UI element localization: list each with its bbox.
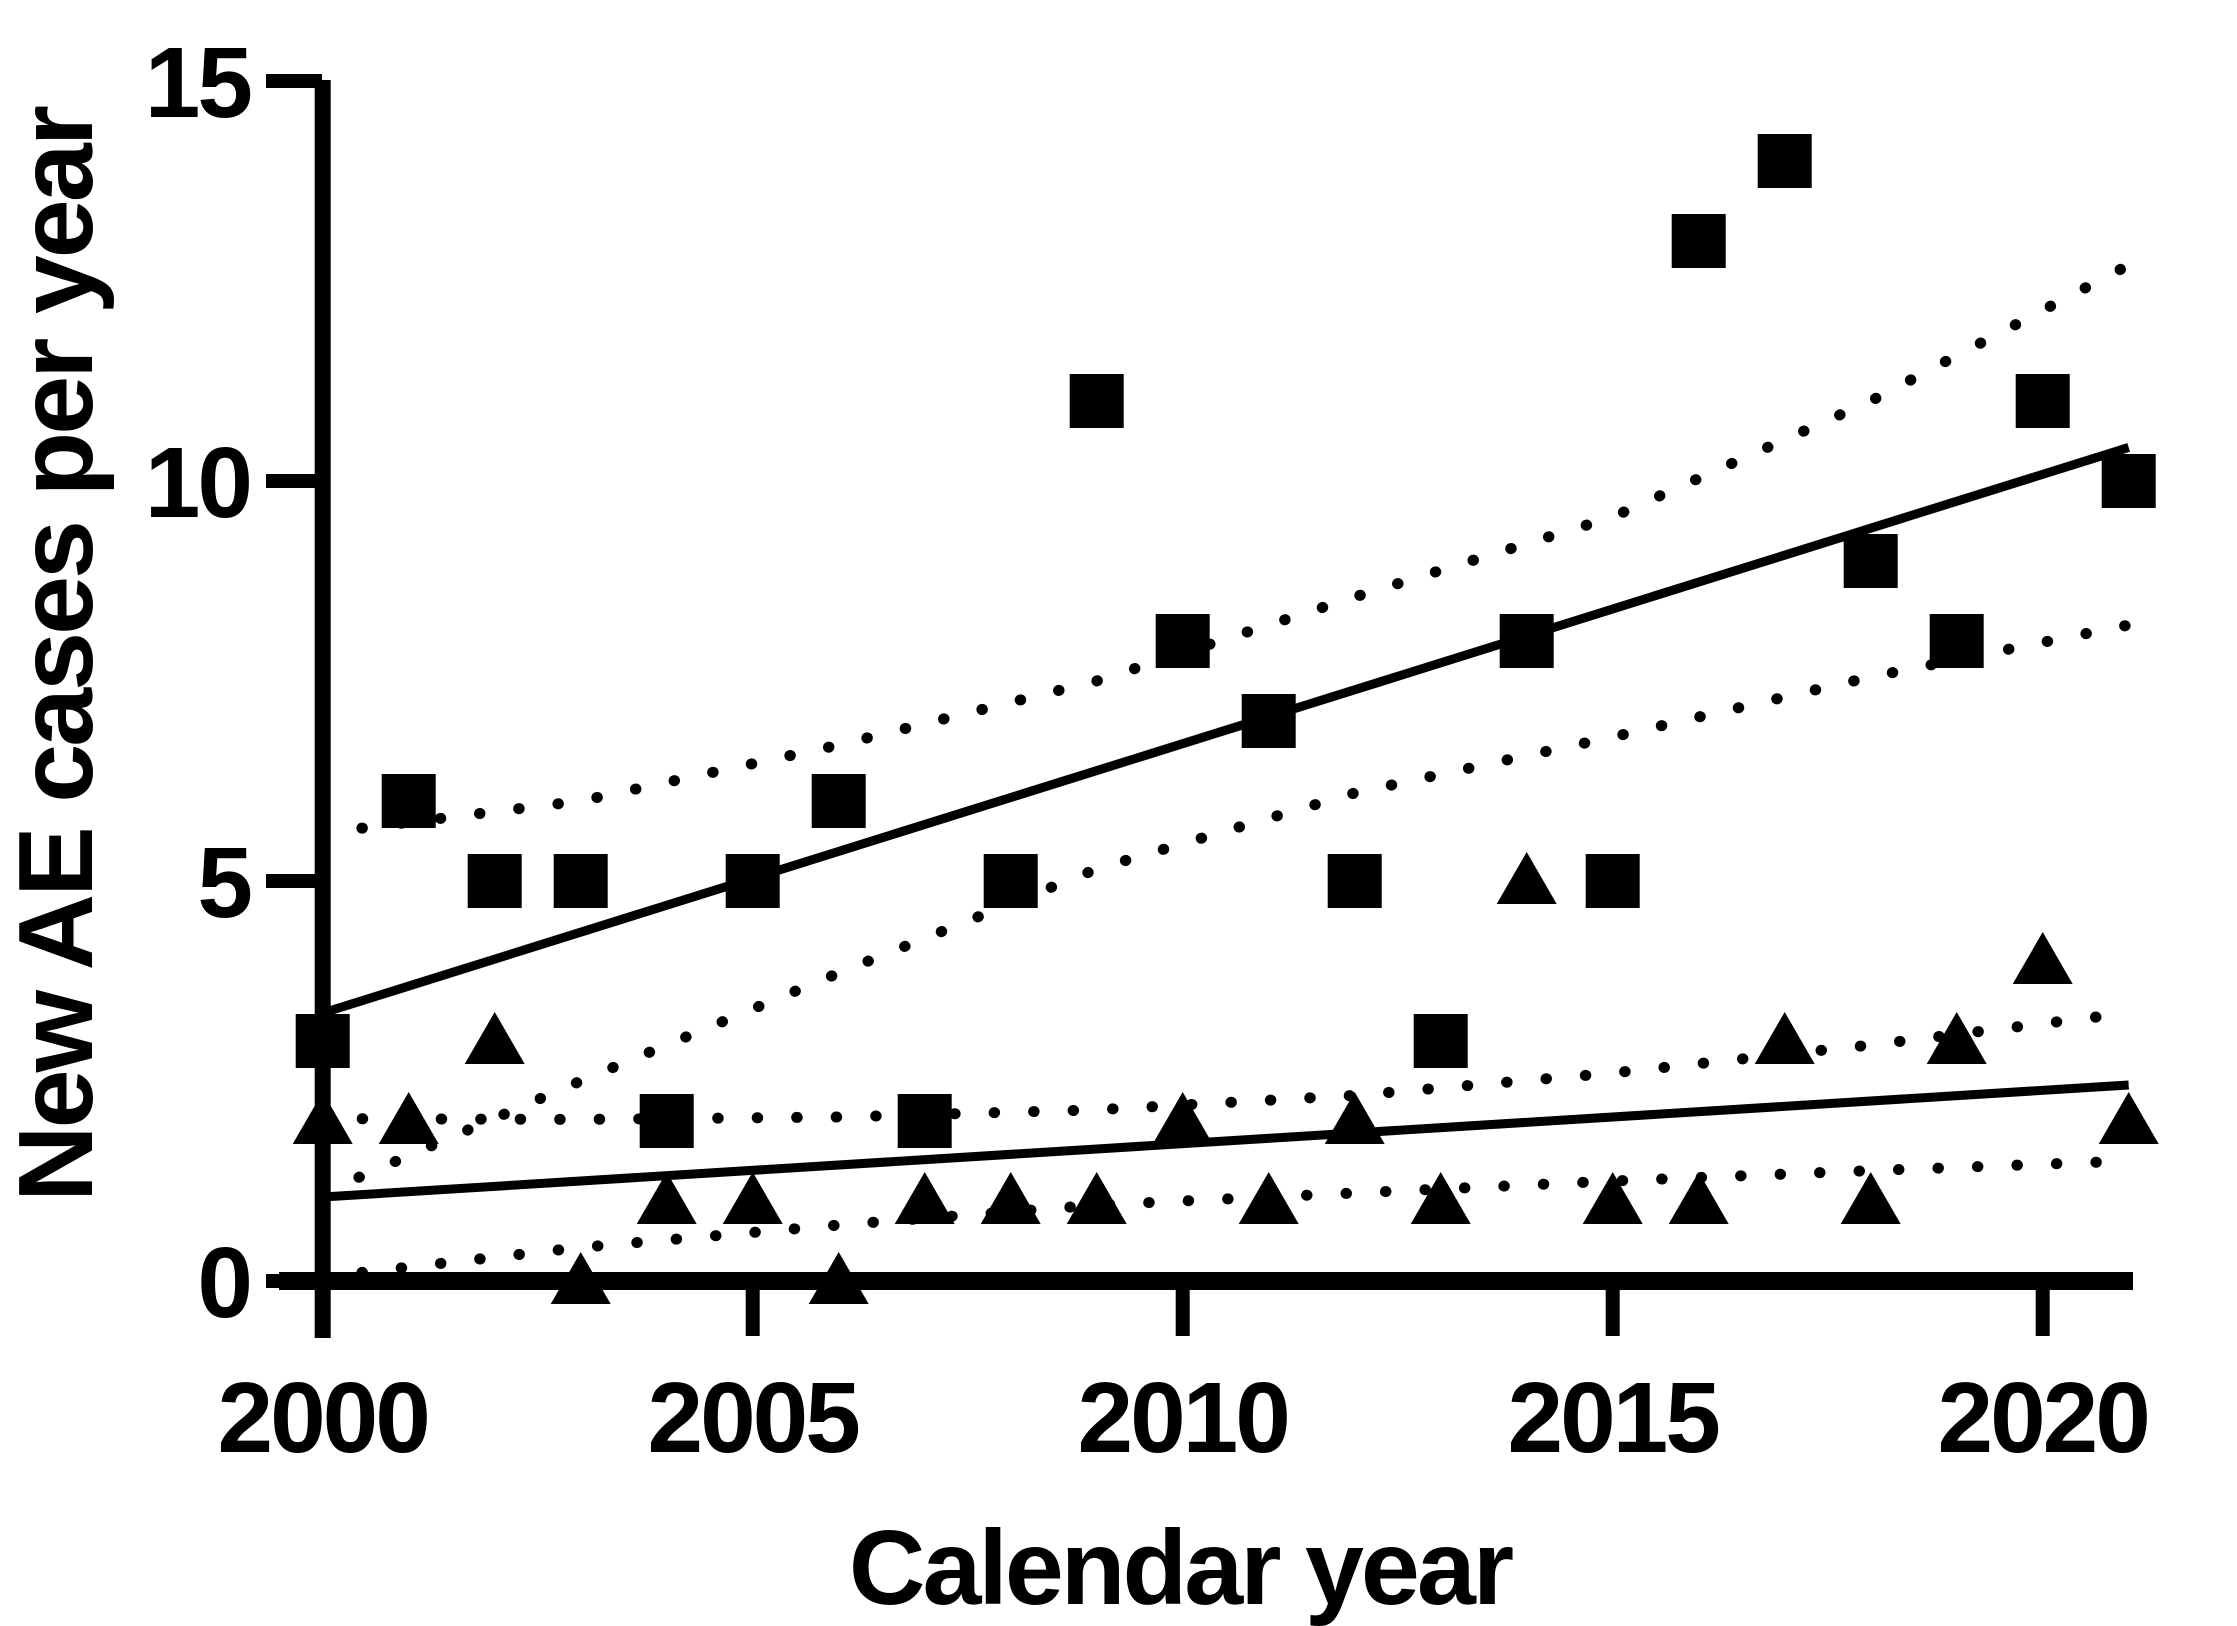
triangle-marker xyxy=(894,1172,955,1224)
triangle-marker xyxy=(378,1092,439,1144)
triangle-marker xyxy=(722,1172,783,1224)
axis-text: Calendar year New AE cases per year 0 5 10… xyxy=(0,27,2151,1626)
triangle-marker xyxy=(464,1012,525,1064)
regression-line-squares xyxy=(321,443,2131,1018)
y-tick-label: 5 xyxy=(197,827,250,939)
triangle-marker xyxy=(1410,1172,1471,1224)
triangle-marker xyxy=(1754,1012,1815,1064)
triangle-marker xyxy=(2098,1092,2159,1144)
y-tick-label: 10 xyxy=(145,427,250,539)
triangle-marker xyxy=(2012,932,2073,984)
square-marker xyxy=(1413,1014,1468,1068)
square-marker xyxy=(1585,854,1640,908)
square-marker xyxy=(897,1094,952,1148)
triangle-marker xyxy=(1926,1012,1987,1064)
square-marker xyxy=(1671,214,1726,268)
axes xyxy=(266,74,2133,1338)
square-marker xyxy=(553,854,608,908)
square-marker xyxy=(1843,534,1898,588)
triangle-marker xyxy=(1152,1092,1213,1144)
square-marker xyxy=(725,854,780,908)
x-tick-label: 2015 xyxy=(1507,1362,1718,1474)
confidence-band-squares-lower xyxy=(317,619,2135,1199)
triangle-marker xyxy=(1668,1172,1729,1224)
triangle-marker xyxy=(1496,852,1557,904)
square-marker xyxy=(1069,374,1124,428)
square-marker xyxy=(1929,614,1984,668)
regression-line-triangles xyxy=(322,1080,2129,1202)
square-marker xyxy=(811,774,866,828)
x-tick-label: 2005 xyxy=(647,1362,858,1474)
triangle-marker xyxy=(1582,1172,1643,1224)
square-marker xyxy=(467,854,522,908)
square-marker xyxy=(2101,454,2156,508)
triangle-marker xyxy=(636,1172,697,1224)
triangle-marker xyxy=(808,1252,869,1304)
y-tick-label: 15 xyxy=(145,27,251,139)
square-marker xyxy=(2015,374,2070,428)
square-marker xyxy=(639,1094,694,1148)
x-tick-label: 2000 xyxy=(217,1362,427,1474)
square-marker xyxy=(1241,694,1296,748)
y-tick-label: 0 xyxy=(197,1227,250,1339)
triangle-marker xyxy=(1840,1172,1901,1224)
x-axis-title: Calendar year xyxy=(849,1509,1513,1626)
triangle-marker xyxy=(550,1252,611,1304)
square-marker xyxy=(1155,614,1210,668)
square-marker xyxy=(1499,614,1554,668)
regression-lines xyxy=(321,443,2131,1202)
square-marker xyxy=(381,774,436,828)
confidence-bands xyxy=(317,259,2135,1283)
x-tick-label: 2010 xyxy=(1077,1362,1287,1474)
triangle-marker xyxy=(1324,1092,1385,1144)
y-axis-title: New AE cases per year xyxy=(0,106,115,1202)
triangle-marker xyxy=(1066,1172,1127,1224)
confidence-band-triangles-upper xyxy=(317,1007,2135,1125)
data-markers xyxy=(292,134,2159,1304)
square-marker xyxy=(1327,854,1382,908)
triangle-marker xyxy=(1238,1172,1299,1224)
square-marker xyxy=(983,854,1038,908)
square-marker xyxy=(1757,134,1812,188)
square-marker xyxy=(295,1014,350,1068)
triangle-marker xyxy=(980,1172,1041,1224)
x-tick-label: 2020 xyxy=(1937,1362,2147,1474)
triangle-marker xyxy=(292,1092,353,1144)
confidence-band-triangles-lower xyxy=(317,1155,2135,1283)
